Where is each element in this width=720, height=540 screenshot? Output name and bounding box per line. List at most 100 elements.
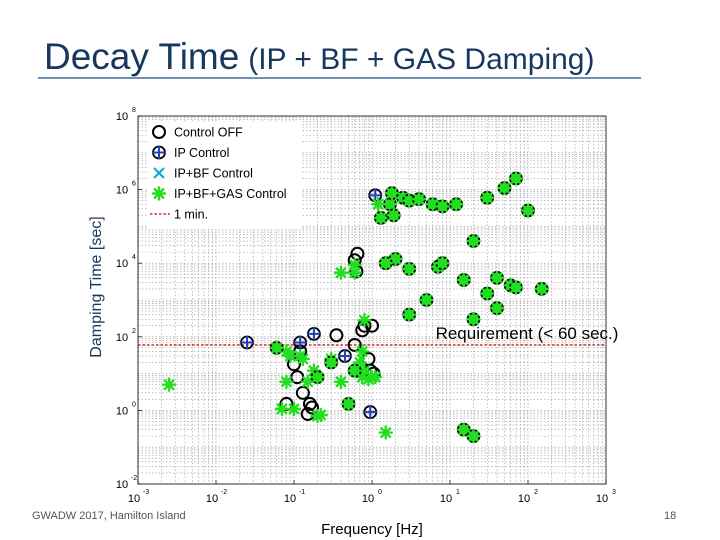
data-point [456,272,471,288]
marker-stroke [280,376,292,388]
marker-stroke [288,403,300,415]
data-point [456,422,471,437]
axis-ticks: 10-310-210-110010110210310-2100102104106… [116,107,616,505]
data-point [300,374,315,389]
legend: Control OFF IP Control IP+BF Control IP+BF+… [147,121,302,229]
data-point [355,344,370,359]
x-tick-label: 10 [206,493,218,505]
marker-stroke [403,309,415,321]
data-point [306,326,321,341]
y-tick-label: 10 [116,405,128,417]
x-tick-label: 10 [596,493,608,505]
x-tick-label: 10 [284,493,296,505]
y-tick-exponent: -2 [131,475,137,482]
legend-label: Control OFF [174,126,243,140]
data-point [402,261,417,277]
y-tick-label: 10 [116,185,128,197]
marker-stroke [386,187,398,199]
x-tick-exponent: 1 [456,489,460,496]
x-axis-label: Frequency [Hz] [321,521,423,538]
marker-stroke [388,209,400,221]
data-point [435,199,450,214]
marker-stroke [335,376,347,388]
marker-stroke [358,365,370,377]
data-point [435,256,450,271]
x-tick-exponent: 3 [612,489,616,496]
data-point [363,405,378,420]
marker-stroke [413,193,425,205]
marker-circle [347,337,362,352]
data-point [347,257,362,273]
legend-swatch [151,186,167,201]
legend-label: IP+BF Control [174,167,253,181]
data-point [368,369,383,385]
data-point [370,197,386,212]
marker-stroke [380,427,392,438]
marker-stroke [468,235,479,247]
data-point [480,286,495,301]
marker-stroke [499,182,510,194]
marker-stroke [325,357,337,368]
x-tick-label: 10 [128,493,140,505]
data-point [357,313,372,328]
marker-circle [365,318,379,333]
data-point [419,292,434,308]
marker-stroke [491,302,503,314]
x-tick-exponent: -3 [143,489,149,496]
marker-stroke [468,313,479,325]
marker-stroke [308,365,320,377]
legend-swatch [153,167,165,179]
slide-title-main: Decay Time [44,36,240,77]
y-tick-exponent: 0 [132,401,136,408]
marker-circle [350,246,365,261]
data-point [350,246,365,261]
marker-stroke [536,283,548,295]
y-tick-exponent: 4 [132,254,136,261]
y-tick-label: 10 [116,332,128,344]
slide-title: Decay Time (IP + BF + GAS Damping) [44,36,594,78]
marker-stroke [349,365,361,377]
data-point [384,185,400,201]
data-point [466,428,481,444]
data-point [333,265,349,280]
data-point [324,355,339,370]
marker-stroke [375,212,387,224]
data-point [365,318,379,333]
marker-stroke [390,253,401,265]
data-point [378,256,393,271]
page-number: 18 [664,510,677,522]
marker-stroke [403,195,415,207]
data-point [286,401,302,417]
x-tick-label: 10 [362,493,374,505]
data-point [489,300,505,316]
marker-stroke [271,342,283,354]
marker-circle [304,400,319,415]
marker-stroke [369,371,381,383]
marker-stroke [510,173,522,184]
grid-lines [137,116,606,485]
data-point [411,191,427,207]
marker-stroke [403,263,415,275]
marker-stroke [302,376,314,388]
y-tick-label: 10 [116,479,128,491]
marker-stroke [343,398,354,410]
data-point [161,377,177,392]
marker-circle [152,125,166,139]
marker-circle [329,328,344,343]
data-point [269,340,284,356]
slide-title-subtitle: (IP + BF + GAS Damping) [248,43,595,76]
legend-swatch [152,125,166,139]
data-point [386,208,401,223]
x-tick-label: 10 [440,493,452,505]
legend-label: 1 min. [174,208,208,222]
marker-stroke [421,294,432,306]
data-point [240,335,255,350]
marker-stroke [491,272,503,284]
data-point [293,335,308,350]
marker-stroke [297,353,309,365]
data-point [341,396,356,412]
data-points: Requirement (< 60 sec.) [138,171,618,444]
marker-stroke [436,257,448,269]
y-axis-label: Damping Time [sec] [88,216,105,357]
